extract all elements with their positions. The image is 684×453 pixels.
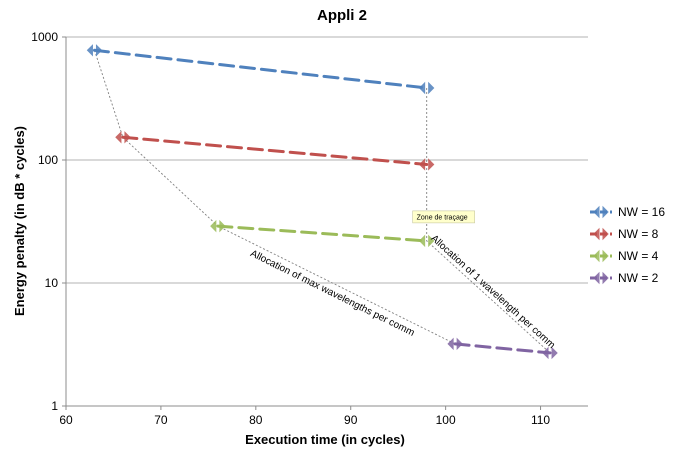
legend-marker xyxy=(593,205,609,219)
tooltip: Zone de traçage xyxy=(412,210,475,224)
y-tick-label: 1 xyxy=(51,399,58,413)
x-tick-label: 70 xyxy=(154,413,168,427)
x-tick-label: 110 xyxy=(531,413,550,427)
data-point xyxy=(418,81,435,95)
series-4 xyxy=(447,337,558,360)
data-point xyxy=(542,346,558,360)
guide-lines xyxy=(94,50,551,354)
data-point xyxy=(418,158,435,171)
series-line xyxy=(453,342,552,355)
legend-marker xyxy=(593,249,609,263)
y-tick-label: 1000 xyxy=(31,30,58,44)
guide-line-max-wavelengths xyxy=(94,50,456,345)
y-tick-label: 10 xyxy=(45,276,59,290)
series-1 xyxy=(86,44,435,95)
x-tick-label: 60 xyxy=(59,413,73,427)
legend: NW = 16 NW = 8 NW = 4 NW = 2 xyxy=(590,205,665,285)
data-point xyxy=(418,234,435,248)
legend-label: NW = 2 xyxy=(618,271,659,285)
legend-label: NW = 4 xyxy=(618,249,659,263)
chart-title: Appli 2 xyxy=(317,7,367,24)
data-point xyxy=(447,337,463,351)
axes xyxy=(62,36,588,410)
x-tick-label: 100 xyxy=(436,413,456,427)
legend-label: NW = 16 xyxy=(618,205,665,219)
series-line xyxy=(93,48,429,90)
series-3 xyxy=(210,219,435,248)
legend-item-2: NW = 8 xyxy=(590,227,659,241)
legend-marker xyxy=(593,227,609,241)
data-point xyxy=(115,131,131,144)
legend-item-4: NW = 2 xyxy=(590,271,659,285)
series-line xyxy=(216,224,429,243)
series xyxy=(86,44,558,360)
legend-item-1: NW = 16 xyxy=(590,205,665,219)
legend-marker xyxy=(593,271,609,285)
x-tick-label: 80 xyxy=(249,413,263,427)
y-tick-label: 100 xyxy=(38,153,58,167)
series-line xyxy=(121,135,429,166)
annotation-max-wavelengths: Allocation of max wavelengths per comm xyxy=(248,248,416,339)
legend-item-3: NW = 4 xyxy=(590,249,659,263)
guide-line-one-wavelength xyxy=(426,88,551,354)
annotation-one-wavelength: Allocation of 1 wavelength per comm xyxy=(428,233,556,351)
data-point xyxy=(86,44,103,57)
x-tick-label: 90 xyxy=(344,413,358,427)
grid xyxy=(66,36,588,284)
tooltip-box xyxy=(412,210,475,224)
tooltip-text: Zone de traçage xyxy=(417,214,468,221)
data-point xyxy=(210,219,226,233)
y-axis-title: Energy penalty (in dB * cycles) xyxy=(12,126,27,316)
legend-label: NW = 8 xyxy=(618,227,659,241)
series-2 xyxy=(115,131,435,171)
x-axis-title: Execution time (in cycles) xyxy=(245,432,405,447)
